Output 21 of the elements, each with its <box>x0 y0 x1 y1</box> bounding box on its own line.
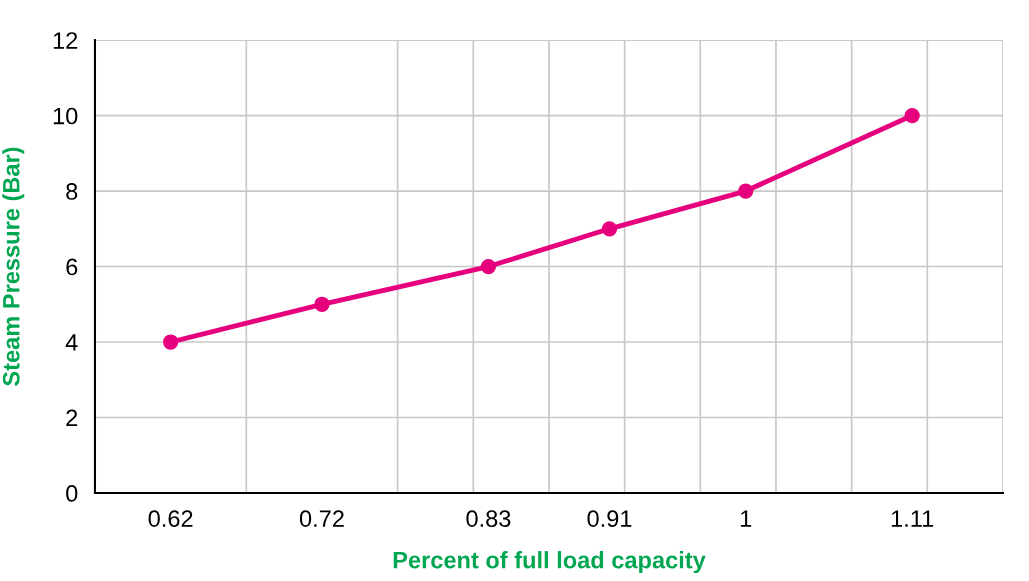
y-tick-label: 12 <box>53 32 78 49</box>
y-tick-label: 0 <box>66 485 78 502</box>
x-tick-label: 1.11 <box>891 510 934 527</box>
y-axis-title: Steam Pressure (Bar) <box>2 147 25 386</box>
y-tick-label: 4 <box>65 334 78 351</box>
x-tick-label: 0.72 <box>299 510 344 527</box>
point <box>314 296 330 312</box>
x-tick-label: 0.62 <box>148 510 193 527</box>
point <box>904 107 920 124</box>
point <box>738 183 754 199</box>
x-axis-title: Percent of full load capacity <box>393 551 706 574</box>
point <box>601 221 618 237</box>
y-tick-label: 10 <box>53 107 78 125</box>
x-tick-label: 0.83 <box>466 510 511 527</box>
y-tick-label: 2 <box>66 409 78 427</box>
y-tick-label: 6 <box>66 258 78 276</box>
x-tick-label: 0.91 <box>587 510 632 527</box>
x-tick-label: 1 <box>740 510 752 527</box>
point <box>163 334 179 350</box>
y-tick-label: 8 <box>66 183 78 200</box>
point <box>480 258 497 275</box>
